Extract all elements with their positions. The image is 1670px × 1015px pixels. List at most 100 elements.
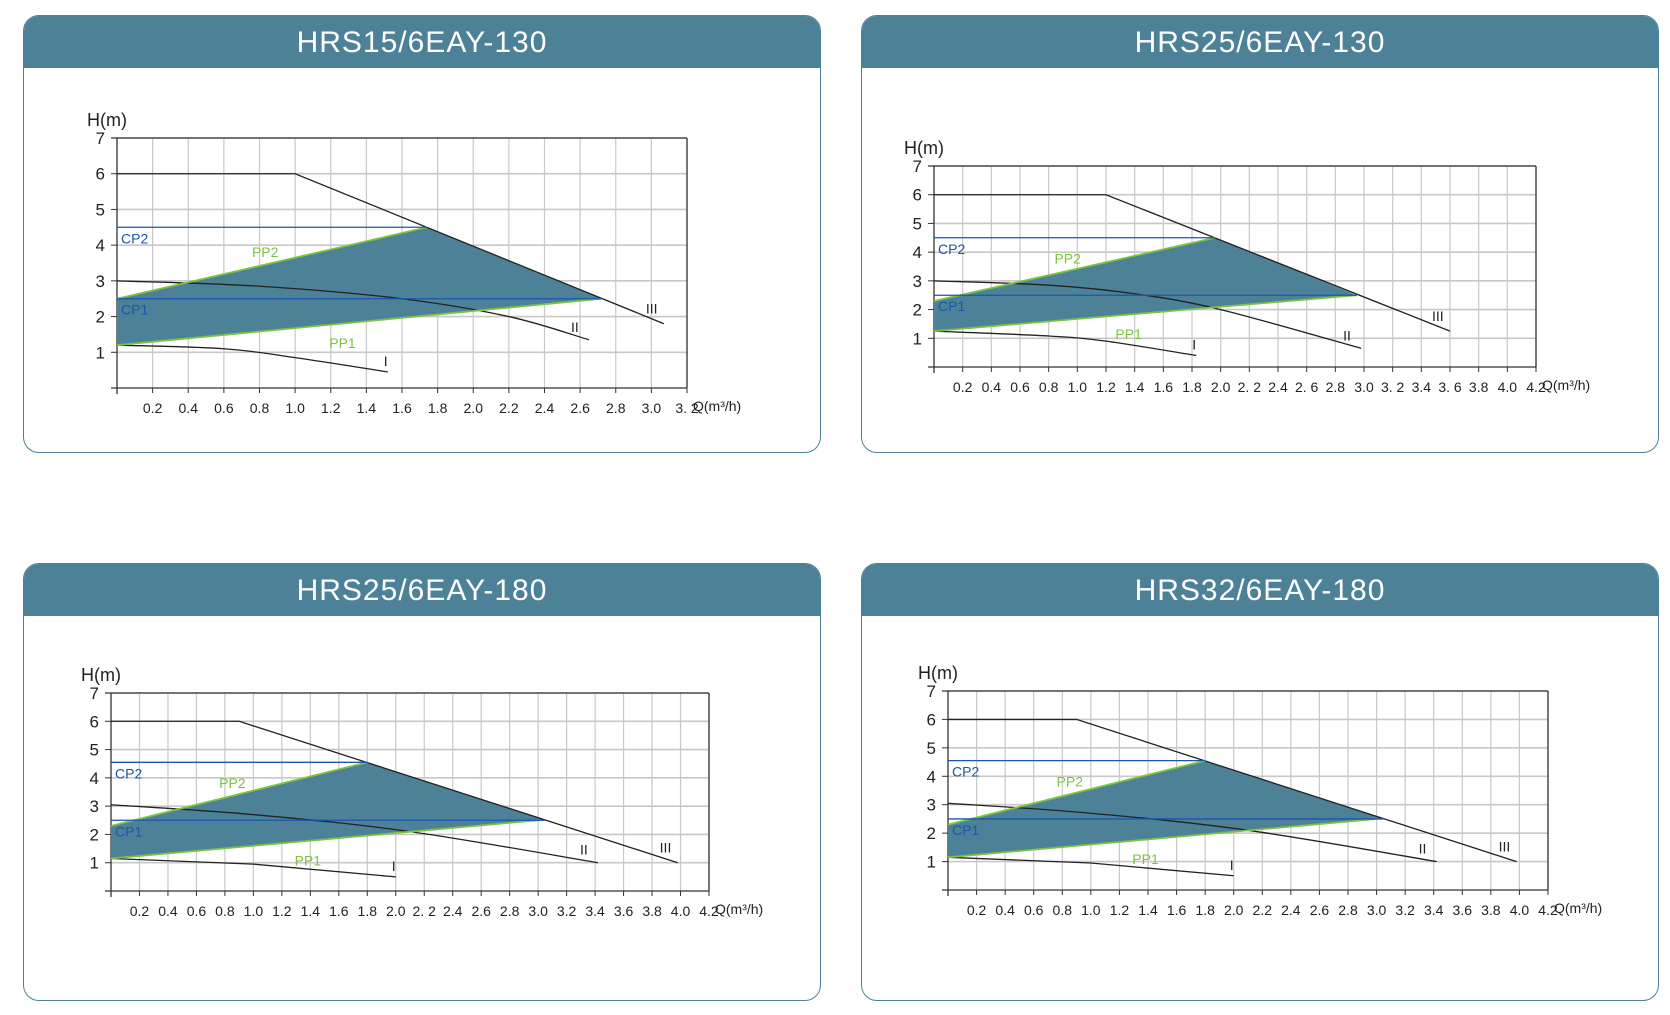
pump-curve-chart: 0.2 0.4 0.6 0.8 1.0 1.2 1.4 1.6 1.8 2.0 2. 2 2.4 2.6… <box>81 665 763 919</box>
y-tick-label: 1 <box>96 343 105 362</box>
x-tick-label: 1.6 <box>392 400 412 416</box>
series-label-i: I <box>1230 857 1234 873</box>
x-tick-label: 0.2 <box>143 400 163 416</box>
series-label-cp2: CP2 <box>115 765 142 781</box>
x-tick-label: 0.2 <box>953 379 973 395</box>
series-label-ii: II <box>1343 327 1351 343</box>
y-axis-label: H(m) <box>87 110 127 130</box>
y-axis-label: H(m) <box>904 138 944 158</box>
x-tick-label: 2.6 <box>570 400 590 416</box>
chart-title: HRS25/6EAY-130 <box>862 16 1658 68</box>
x-tick-label: 4.0 <box>1498 379 1518 395</box>
x-tick-label: 0.8 <box>1053 902 1073 918</box>
y-axis-label: H(m) <box>81 665 121 685</box>
x-tick-label: 2.4 <box>1268 379 1288 395</box>
x-tick-label: 4.2 <box>699 903 719 919</box>
y-tick-label: 6 <box>927 710 936 729</box>
y-tick-label: 6 <box>96 165 105 184</box>
x-tick-label: 0.6 <box>214 400 234 416</box>
x-tick-label: 3.2 <box>557 903 577 919</box>
x-tick-label: 4.2 <box>1526 379 1546 395</box>
series-label-cp2: CP2 <box>952 764 979 780</box>
series-line-iii <box>111 720 678 864</box>
y-tick-label: 4 <box>913 243 922 262</box>
x-tick-label: 2.8 <box>1338 902 1358 918</box>
chart-title: HRS25/6EAY-180 <box>24 564 820 616</box>
x-tick-label: 1.8 <box>1195 902 1215 918</box>
x-tick-label: 3.8 <box>1481 902 1501 918</box>
y-tick-label: 2 <box>96 308 105 327</box>
y-tick-label: 4 <box>96 236 105 255</box>
x-tick-label: 3.0 <box>1367 902 1387 918</box>
y-tick-label: 1 <box>90 854 99 873</box>
x-tick-label: 1.6 <box>329 903 349 919</box>
x-tick-label: 2.0 <box>464 400 484 416</box>
series-label-cp2: CP2 <box>938 241 965 257</box>
x-tick-label: 3. 2 <box>1381 379 1405 395</box>
x-axis-label: Q(m³/h) <box>1554 900 1602 916</box>
y-tick-label: 5 <box>90 741 99 760</box>
x-tick-label: 2.0 <box>1211 379 1231 395</box>
x-tick-label: 0.2 <box>967 902 987 918</box>
x-tick-label: 2. 2 <box>1238 379 1262 395</box>
x-axis-label: Q(m³/h) <box>715 901 763 917</box>
x-tick-label: 1.2 <box>1096 379 1116 395</box>
y-tick-label: 7 <box>90 684 99 703</box>
series-label-cp1: CP1 <box>121 302 148 318</box>
series-line-pp2 <box>110 761 368 827</box>
x-tick-label: 3.0 <box>1354 379 1374 395</box>
y-tick-label: 2 <box>90 825 99 844</box>
series-label-iii: III <box>1432 308 1444 324</box>
y-tick-label: 3 <box>927 796 936 815</box>
series-line-pp1 <box>116 297 602 347</box>
x-tick-label: 0.6 <box>1024 902 1044 918</box>
series-label-iii: III <box>660 840 672 856</box>
series-label-pp2: PP2 <box>219 775 246 791</box>
series-label-pp2: PP2 <box>1057 774 1084 790</box>
series-line-pp1 <box>110 819 539 860</box>
series-label-ii: II <box>1419 841 1427 857</box>
series-line-pp1 <box>933 294 1357 333</box>
series-label-iii: III <box>646 301 658 317</box>
chart-card-hrs25-180: HRS25/6EAY-180 0.2 0.4 0.6 0.8 1.0 1.2 1.4 1.6 1… <box>23 563 821 1001</box>
x-tick-label: 1.8 <box>1182 379 1202 395</box>
x-tick-label: 0.4 <box>995 902 1015 918</box>
x-tick-label: 2.2 <box>499 400 519 416</box>
x-tick-label: 0.4 <box>158 903 178 919</box>
x-tick-label: 2.2 <box>1253 902 1273 918</box>
series-line-pp1 <box>947 818 1377 859</box>
chart-card-hrs32-180: HRS32/6EAY-180 0.2 0.4 0.6 0.8 1.0 1.2 1.4 1.6 1… <box>861 563 1659 1001</box>
x-tick-label: 2.6 <box>471 903 491 919</box>
series-label-pp1: PP1 <box>1132 851 1159 867</box>
series-label-ii: II <box>580 842 588 858</box>
x-tick-label: 1.4 <box>1125 379 1145 395</box>
x-tick-label: 1.6 <box>1167 902 1187 918</box>
series-label-pp1: PP1 <box>1115 326 1142 342</box>
x-tick-label: 2.8 <box>500 903 520 919</box>
x-tick-label: 2.0 <box>1224 902 1244 918</box>
x-tick-label: 0.8 <box>215 903 235 919</box>
y-tick-label: 3 <box>913 272 922 291</box>
x-tick-label: 2.0 <box>386 903 406 919</box>
x-tick-label: 1.0 <box>244 903 264 919</box>
series-label-cp1: CP1 <box>952 822 979 838</box>
series-label-i: I <box>1192 337 1196 353</box>
x-tick-label: 3. 2 <box>675 400 699 416</box>
x-tick-label: 3.8 <box>1469 379 1489 395</box>
x-tick-label: 2.4 <box>443 903 463 919</box>
x-tick-label: 4.0 <box>1510 902 1530 918</box>
x-tick-label: 3.0 <box>642 400 662 416</box>
series-label-cp1: CP1 <box>938 298 965 314</box>
y-tick-label: 3 <box>90 797 99 816</box>
series-label-iii: III <box>1499 839 1511 855</box>
y-tick-label: 1 <box>913 329 922 348</box>
pump-curve-chart: 0.2 0.4 0.6 0.8 1.0 1.2 1.4 1.6 1.8 2.0 2.2 2.4 2.6 2… <box>87 110 741 416</box>
y-tick-label: 2 <box>927 824 936 843</box>
x-tick-label: 3.4 <box>1412 379 1432 395</box>
y-tick-label: 2 <box>913 301 922 320</box>
x-tick-label: 2.8 <box>1326 379 1346 395</box>
x-tick-label: 0.4 <box>179 400 199 416</box>
series-line-iii <box>117 173 665 325</box>
series-line-pp2 <box>933 236 1216 302</box>
x-tick-label: 4.0 <box>671 903 691 919</box>
